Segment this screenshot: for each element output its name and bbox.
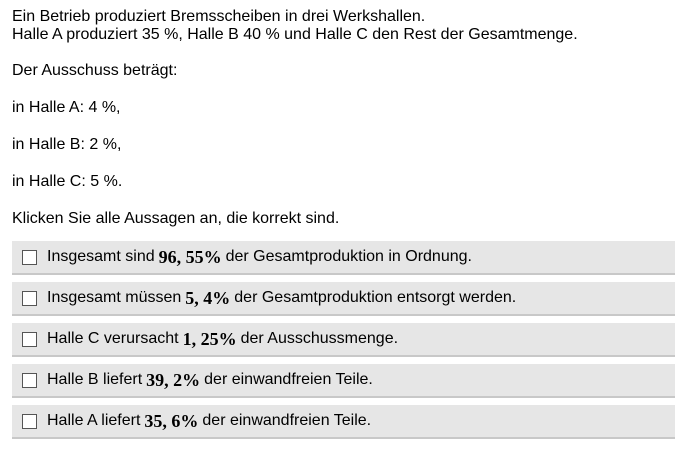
option-value: 5, 4%: [185, 287, 231, 308]
question-text: Ein Betrieb produziert Bremsscheiben in …: [12, 8, 672, 228]
option-value: 96, 55%: [158, 246, 222, 267]
checkbox-icon[interactable]: [22, 372, 37, 388]
option-text-before: Halle A liefert: [47, 412, 141, 429]
halle-b-rate: in Halle B: 2 %,: [12, 136, 122, 153]
option-text-after: der einwandfreien Teile.: [202, 412, 372, 429]
option-value: 1, 25%: [182, 328, 237, 349]
option-3[interactable]: Halle C verursacht 1, 25% der Ausschussm…: [12, 323, 675, 357]
option-4[interactable]: Halle B liefert 39, 2% der einwandfreien…: [12, 364, 675, 398]
option-5[interactable]: Halle A liefert 35, 6% der einwandfreien…: [12, 405, 675, 439]
halle-a-rate: in Halle A: 4 %,: [12, 99, 121, 116]
option-1[interactable]: Insgesamt sind 96, 55% der Gesamtprodukt…: [12, 241, 675, 275]
option-text-before: Insgesamt müssen: [47, 289, 182, 306]
option-value: 39, 2%: [146, 369, 201, 390]
option-text-after: der einwandfreien Teile.: [204, 371, 373, 388]
intro-line-1: Ein Betrieb produziert Bremsscheiben in …: [12, 8, 426, 25]
halle-c-rate: in Halle C: 5 %.: [12, 173, 123, 190]
option-text-after: der Gesamtproduktion in Ordnung.: [225, 248, 472, 265]
checkbox-icon[interactable]: [22, 331, 37, 347]
ausschuss-heading: Der Ausschuss beträgt:: [12, 62, 178, 79]
option-text-after: der Gesamtproduktion entsorgt werden.: [234, 289, 517, 306]
option-2[interactable]: Insgesamt müssen 5, 4% der Gesamtprodukt…: [12, 282, 675, 316]
instruction: Klicken Sie alle Aussagen an, die korrek…: [12, 210, 340, 227]
option-text-before: Halle C verursacht: [47, 330, 179, 347]
answer-options: Insgesamt sind 96, 55% der Gesamtprodukt…: [12, 241, 675, 446]
intro-line-2: Halle A produziert 35 %, Halle B 40 % un…: [12, 26, 578, 43]
checkbox-icon[interactable]: [22, 290, 37, 306]
checkbox-icon[interactable]: [22, 249, 37, 265]
option-text-after: der Ausschussmenge.: [240, 330, 399, 347]
option-text-before: Halle B liefert: [47, 371, 143, 388]
checkbox-icon[interactable]: [22, 413, 37, 429]
option-value: 35, 6%: [144, 410, 199, 431]
option-text-before: Insgesamt sind: [47, 248, 155, 265]
